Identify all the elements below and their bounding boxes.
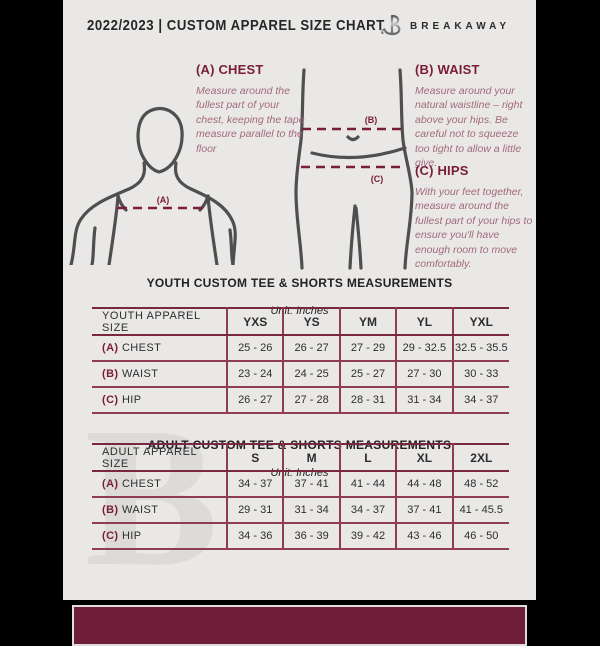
hips-instructions: (C) HIPS With your feet together, measur…	[415, 163, 535, 272]
measurement-value-cell: 48 - 52	[451, 471, 509, 498]
waist-title: (B) WAIST	[415, 62, 480, 77]
measurement-row: (A) CHEST 34 - 37 37 - 41 41 - 44 44 - 48 48 …	[92, 471, 509, 498]
upper-body-figure: (A)	[69, 106, 237, 265]
youth-header-row: YOUTH APPAREL SIZE YXS YS YM YL YXL	[92, 308, 509, 336]
size-table-corner-header: ADULT APPAREL SIZE	[92, 444, 227, 472]
youth-size-table: YOUTH APPAREL SIZE YXS YS YM YL YXL (A) CHEST…	[92, 307, 509, 414]
measurement-value-cell: 34 - 37	[451, 387, 509, 414]
measurement-row: (C) HIP 34 - 36 36 - 39 39 - 42 43 - 46 46 - …	[92, 523, 509, 550]
measurement-value-cell: 31 - 34	[395, 387, 453, 414]
size-column-header: YXS	[225, 308, 284, 336]
measurement-row-label: (A) CHEST	[92, 471, 227, 498]
measurement-value-cell: 23 - 24	[225, 361, 284, 388]
size-column-header: S	[225, 444, 284, 472]
measurement-value-cell: 46 - 50	[451, 523, 509, 550]
measurement-row: (B) WAIST 23 - 24 24 - 25 25 - 27 27 - 30 30 …	[92, 361, 509, 388]
hips-line-label: (C)	[371, 174, 384, 184]
left-armpit-tick	[116, 194, 128, 212]
chest-instructions: (A) CHEST Measure around the fullest par…	[196, 62, 310, 156]
chest-title: (A) CHEST	[196, 62, 264, 77]
measurement-value-cell: 32.5 - 35.5	[451, 335, 509, 362]
measurement-row-label: (C) HIP	[92, 387, 227, 414]
measurement-value-cell: 44 - 48	[395, 471, 453, 498]
measurement-value-cell: 41 - 44	[338, 471, 397, 498]
waist-line-label: (B)	[365, 115, 378, 125]
hip-crease-curve	[310, 146, 407, 160]
measurement-value-cell: 27 - 29	[338, 335, 397, 362]
left-shoulder-arm-outline	[69, 161, 147, 265]
left-inner-arm-line	[90, 226, 97, 265]
left-hip-leg-outline	[294, 68, 306, 270]
measurement-value-cell: 36 - 39	[282, 523, 340, 550]
measurement-value-cell: 34 - 37	[338, 497, 397, 524]
measurement-value-cell: 29 - 32.5	[395, 335, 453, 362]
measurement-value-cell: 31 - 34	[282, 497, 340, 524]
waist-description: Measure around your natural waistline – …	[415, 85, 523, 170]
left-inner-leg-line	[348, 204, 357, 270]
navel-curve	[346, 135, 360, 142]
head-outline	[136, 106, 184, 174]
right-inner-leg-line	[354, 206, 363, 270]
chest-line-label: (A)	[157, 195, 170, 205]
size-chart-page: 2022/2023 | CUSTOM APPAREL SIZE CHART BR…	[63, 0, 536, 646]
size-column-header: M	[282, 444, 340, 472]
right-hip-leg-outline	[398, 68, 414, 270]
measurement-row: (A) CHEST 25 - 26 26 - 27 27 - 29 29 - 32.5 3…	[92, 335, 509, 362]
size-column-header: YL	[395, 308, 453, 336]
measurement-value-cell: 26 - 27	[225, 387, 284, 414]
letterbox-background: { "header": { "title": "2022/2023 | CUST…	[63, 0, 536, 646]
size-column-header: YM	[338, 308, 397, 336]
measurement-row-label: (B) WAIST	[92, 497, 227, 524]
measurement-value-cell: 41 - 45.5	[451, 497, 509, 524]
size-column-header: YXL	[451, 308, 509, 336]
measurement-value-cell: 30 - 33	[451, 361, 509, 388]
chest-description: Measure around the fullest part of your …	[196, 85, 305, 155]
measurement-row: (C) HIP 26 - 27 27 - 28 28 - 31 31 - 34 34 - …	[92, 387, 509, 414]
measurement-value-cell: 39 - 42	[338, 523, 397, 550]
footer-bar	[72, 605, 527, 646]
right-inner-arm-line	[228, 228, 235, 265]
youth-table-title: YOUTH CUSTOM TEE & SHORTS MEASUREMENTS	[146, 276, 453, 290]
waist-instructions: (B) WAIST Measure around your natural wa…	[415, 62, 533, 171]
size-column-header: 2XL	[451, 444, 509, 472]
adult-size-table: ADULT APPAREL SIZE S M L XL 2XL (A) CHEST 34 -…	[92, 443, 509, 550]
measurement-value-cell: 24 - 25	[282, 361, 340, 388]
measurement-row-label: (C) HIP	[92, 523, 227, 550]
size-column-header: YS	[282, 308, 340, 336]
lower-body-figure: (B) (C)	[294, 68, 414, 270]
measurement-value-cell: 29 - 31	[225, 497, 284, 524]
right-armpit-torso-line	[206, 194, 219, 265]
measurement-value-cell: 26 - 27	[282, 335, 340, 362]
measurement-value-cell: 43 - 46	[395, 523, 453, 550]
size-column-header: L	[338, 444, 397, 472]
measurement-value-cell: 37 - 41	[282, 471, 340, 498]
right-armpit-tick	[198, 194, 210, 212]
breakaway-b-logo-icon	[379, 14, 401, 36]
measurement-value-cell: 34 - 36	[225, 523, 284, 550]
size-column-header: XL	[395, 444, 453, 472]
measurement-value-cell: 25 - 26	[225, 335, 284, 362]
hips-description: With your feet together, measure around …	[415, 186, 533, 271]
measurement-row-label: (A) CHEST	[92, 335, 227, 362]
right-shoulder-arm-outline	[173, 161, 237, 265]
left-armpit-torso-line	[107, 194, 120, 265]
measurement-value-cell: 27 - 30	[395, 361, 453, 388]
measurement-row-label: (B) WAIST	[92, 361, 227, 388]
measurement-value-cell: 28 - 31	[338, 387, 397, 414]
adult-header-row: ADULT APPAREL SIZE S M L XL 2XL	[92, 444, 509, 472]
measurement-value-cell: 25 - 27	[338, 361, 397, 388]
measurement-row: (B) WAIST 29 - 31 31 - 34 34 - 37 37 - 41 41 …	[92, 497, 509, 524]
brand-name: BREAKAWAY	[410, 21, 511, 32]
measurement-value-cell: 27 - 28	[282, 387, 340, 414]
measurement-value-cell: 37 - 41	[395, 497, 453, 524]
measurement-value-cell: 34 - 37	[225, 471, 284, 498]
size-table-corner-header: YOUTH APPAREL SIZE	[92, 308, 227, 336]
hips-title: (C) HIPS	[415, 163, 469, 178]
page-title: 2022/2023 | CUSTOM APPAREL SIZE CHART	[87, 17, 385, 34]
